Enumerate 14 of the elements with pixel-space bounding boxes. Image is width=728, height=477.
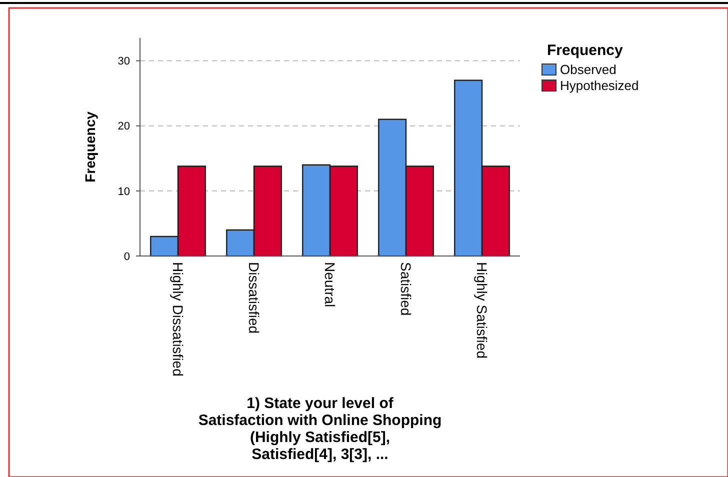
y-tick-label: 20: [118, 120, 130, 133]
x-axis-title: 1) State your level of Satisfaction with Online Shopping (Highly Satisfied[5], Satisfied[4], 3[3], ...: [198, 395, 442, 463]
y-axis-title: Frequency: [82, 111, 98, 182]
x-tick-label: Neutral: [322, 262, 338, 308]
legend-title: Frequency: [547, 42, 624, 59]
x-tick-label: Dissatisfied: [246, 262, 262, 334]
x-tick-label: Highly Satisfied: [474, 262, 490, 358]
x-tick-label: Satisfied: [398, 262, 414, 316]
legend-label: Observed: [560, 62, 616, 77]
legend-label: Hypothesized: [560, 78, 639, 93]
y-tick-label: 30: [118, 56, 130, 68]
y-tick-label: 10: [118, 186, 130, 198]
x-tick-label: Highly Dissatisfied: [170, 262, 186, 376]
y-tick-label: 0: [124, 250, 130, 263]
